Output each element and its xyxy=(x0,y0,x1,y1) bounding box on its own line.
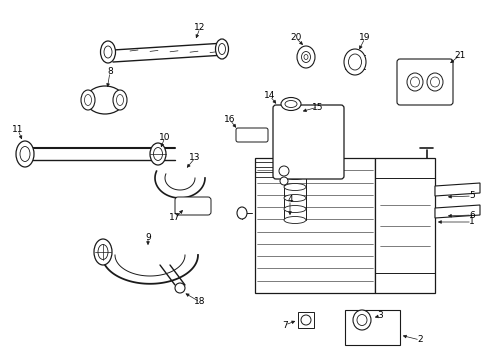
Ellipse shape xyxy=(104,46,112,58)
Ellipse shape xyxy=(280,177,287,185)
Text: 10: 10 xyxy=(159,132,170,141)
Bar xyxy=(297,312,313,328)
Ellipse shape xyxy=(296,46,314,68)
Ellipse shape xyxy=(301,51,310,63)
Ellipse shape xyxy=(304,54,307,59)
Ellipse shape xyxy=(113,90,127,110)
Text: 3: 3 xyxy=(376,311,382,320)
Bar xyxy=(374,158,434,293)
Ellipse shape xyxy=(284,162,305,168)
Ellipse shape xyxy=(81,90,95,110)
Text: 4: 4 xyxy=(286,195,292,204)
Text: 7: 7 xyxy=(282,320,287,329)
Text: 1: 1 xyxy=(468,217,474,226)
Ellipse shape xyxy=(284,194,305,202)
Ellipse shape xyxy=(429,77,439,87)
Text: 9: 9 xyxy=(145,233,151,242)
Text: 12: 12 xyxy=(194,23,205,32)
Ellipse shape xyxy=(237,207,246,219)
Ellipse shape xyxy=(16,141,34,167)
Text: 18: 18 xyxy=(194,297,205,306)
Text: 17: 17 xyxy=(169,213,181,222)
Ellipse shape xyxy=(101,41,115,63)
Ellipse shape xyxy=(153,148,162,161)
Ellipse shape xyxy=(285,100,296,108)
Polygon shape xyxy=(434,205,479,218)
Text: 20: 20 xyxy=(290,33,301,42)
Ellipse shape xyxy=(352,310,370,330)
Text: 14: 14 xyxy=(264,91,275,100)
Ellipse shape xyxy=(301,315,310,325)
Bar xyxy=(254,158,374,293)
Text: 19: 19 xyxy=(359,33,370,42)
Text: 16: 16 xyxy=(224,116,235,125)
Text: 5: 5 xyxy=(468,192,474,201)
Ellipse shape xyxy=(215,39,228,59)
Bar xyxy=(345,310,399,345)
Ellipse shape xyxy=(175,283,184,293)
FancyBboxPatch shape xyxy=(236,128,267,142)
FancyBboxPatch shape xyxy=(175,197,210,215)
Ellipse shape xyxy=(150,143,165,165)
Ellipse shape xyxy=(343,49,365,75)
Polygon shape xyxy=(434,183,479,196)
FancyBboxPatch shape xyxy=(272,105,343,179)
Ellipse shape xyxy=(284,206,305,212)
Ellipse shape xyxy=(284,216,305,224)
Ellipse shape xyxy=(284,184,305,190)
Ellipse shape xyxy=(281,98,301,111)
Ellipse shape xyxy=(86,86,124,114)
FancyBboxPatch shape xyxy=(396,59,452,105)
Ellipse shape xyxy=(98,244,108,260)
Text: 15: 15 xyxy=(312,103,323,112)
Ellipse shape xyxy=(279,166,288,176)
Ellipse shape xyxy=(84,94,91,105)
Text: 6: 6 xyxy=(468,211,474,220)
Ellipse shape xyxy=(284,172,305,180)
Ellipse shape xyxy=(116,94,123,105)
Ellipse shape xyxy=(409,77,419,87)
Text: 2: 2 xyxy=(416,336,422,345)
Ellipse shape xyxy=(20,147,30,162)
Ellipse shape xyxy=(426,73,442,91)
Text: 8: 8 xyxy=(107,68,113,77)
Text: 21: 21 xyxy=(453,50,465,59)
Ellipse shape xyxy=(94,239,112,265)
Ellipse shape xyxy=(348,54,361,70)
Ellipse shape xyxy=(356,315,366,325)
Ellipse shape xyxy=(406,73,422,91)
Ellipse shape xyxy=(218,44,225,54)
Text: 11: 11 xyxy=(12,126,24,135)
Text: 13: 13 xyxy=(189,153,201,162)
